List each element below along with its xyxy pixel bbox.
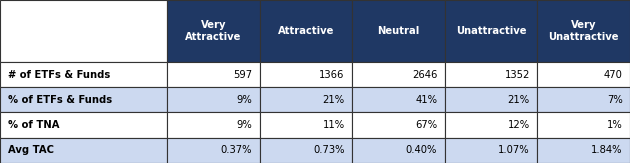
Bar: [537, 87, 630, 112]
Bar: [445, 87, 537, 112]
Bar: [537, 138, 630, 163]
Text: 0.40%: 0.40%: [406, 145, 437, 155]
Text: 1352: 1352: [505, 70, 530, 80]
Text: # of ETFs & Funds: # of ETFs & Funds: [8, 70, 110, 80]
Bar: [352, 0, 445, 62]
Bar: [260, 138, 352, 163]
Text: 11%: 11%: [323, 120, 345, 130]
Text: 41%: 41%: [415, 95, 437, 105]
Bar: [445, 112, 537, 138]
Text: 9%: 9%: [236, 95, 252, 105]
Text: % of ETFs & Funds: % of ETFs & Funds: [8, 95, 112, 105]
Bar: [260, 62, 352, 87]
Text: 597: 597: [233, 70, 252, 80]
Text: % of TNA: % of TNA: [8, 120, 59, 130]
Text: Unattractive: Unattractive: [456, 26, 526, 36]
Bar: [167, 0, 260, 62]
Text: 12%: 12%: [508, 120, 530, 130]
Bar: [537, 0, 630, 62]
Bar: [0, 0, 167, 62]
Text: Very
Unattractive: Very Unattractive: [549, 20, 619, 42]
Text: 1366: 1366: [319, 70, 345, 80]
Bar: [0, 138, 167, 163]
Text: 9%: 9%: [236, 120, 252, 130]
Bar: [260, 0, 352, 62]
Bar: [0, 87, 167, 112]
Text: 1%: 1%: [607, 120, 622, 130]
Bar: [445, 62, 537, 87]
Text: 2646: 2646: [412, 70, 437, 80]
Bar: [0, 112, 167, 138]
Text: 21%: 21%: [323, 95, 345, 105]
Text: 0.37%: 0.37%: [220, 145, 252, 155]
Text: 1.07%: 1.07%: [498, 145, 530, 155]
Bar: [167, 112, 260, 138]
Bar: [537, 112, 630, 138]
Bar: [445, 0, 537, 62]
Text: 0.73%: 0.73%: [313, 145, 345, 155]
Bar: [445, 138, 537, 163]
Text: Attractive: Attractive: [278, 26, 334, 36]
Bar: [352, 138, 445, 163]
Bar: [352, 87, 445, 112]
Text: Avg TAC: Avg TAC: [8, 145, 54, 155]
Bar: [260, 87, 352, 112]
Bar: [167, 62, 260, 87]
Bar: [260, 112, 352, 138]
Bar: [352, 112, 445, 138]
Text: Very
Attractive: Very Attractive: [185, 20, 241, 42]
Text: 21%: 21%: [508, 95, 530, 105]
Bar: [167, 138, 260, 163]
Text: Neutral: Neutral: [377, 26, 420, 36]
Bar: [537, 62, 630, 87]
Text: 470: 470: [604, 70, 622, 80]
Text: 67%: 67%: [415, 120, 437, 130]
Text: 1.84%: 1.84%: [591, 145, 622, 155]
Bar: [0, 62, 167, 87]
Bar: [352, 62, 445, 87]
Bar: [167, 87, 260, 112]
Text: 7%: 7%: [607, 95, 622, 105]
